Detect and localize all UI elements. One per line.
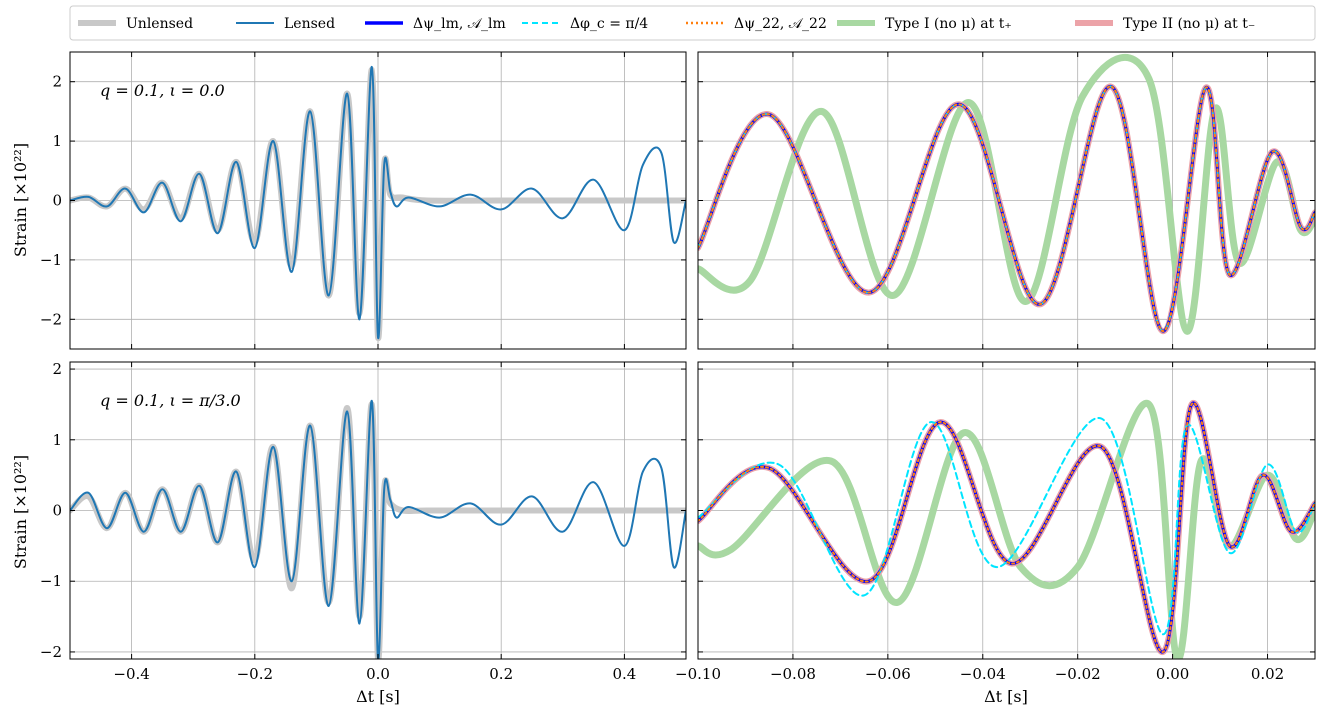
xtick-label-1: −0.2 <box>237 665 273 683</box>
panel-bottom-left: −0.4 −0.2 0.0 0.2 0.4 −2 −1 0 1 2 q = 0.1, ι = π/3… <box>40 360 687 683</box>
legend-label-dpsi_lm: Δψ_lm, 𝒜_lm <box>413 16 506 32</box>
legend-label-type2: Type II (no μ) at t₋ <box>1123 16 1255 32</box>
xtick-label-0: −0.4 <box>113 665 149 683</box>
ytick-label-0: −2 <box>40 310 62 328</box>
legend: Unlensed Lensed Δψ_lm, 𝒜_lm Δφ_c = π/4 Δψ_22… <box>69 5 1316 41</box>
xtick-label-4: −0.02 <box>1055 665 1101 683</box>
panel-annotation: q = 0.1, ι = 0.0 <box>100 81 225 100</box>
series-dphi-c <box>698 417 1315 636</box>
series-dpsi-22 <box>698 85 1315 333</box>
ytick-label-1: −1 <box>40 251 62 269</box>
legend-label-type1: Type I (no μ) at t₊ <box>885 16 1012 32</box>
legend-label-lensed: Lensed <box>284 16 335 32</box>
xtick-label-2: −0.06 <box>865 665 911 683</box>
xtick-label-1: −0.08 <box>770 665 816 683</box>
panel-annotation: q = 0.1, ι = π/3.0 <box>100 391 241 410</box>
xtick-label-5: 0.00 <box>1156 665 1189 683</box>
xtick-label-3: 0.2 <box>489 665 513 683</box>
series-lensed <box>70 65 686 340</box>
ytick-label-1: −1 <box>40 572 62 590</box>
series-type1 <box>698 53 1315 335</box>
ytick-label-0: −2 <box>40 643 62 661</box>
xtick-label-6: 0.02 <box>1251 665 1284 683</box>
panel-top-right <box>697 51 1316 350</box>
ytick-label-4: 2 <box>52 73 62 91</box>
legend-label-dpsi_22: Δψ_22, 𝒜_22 <box>734 16 827 32</box>
xtick-label-0: −0.10 <box>675 665 721 683</box>
panel-bottom-right: −0.10 −0.08 −0.06 −0.04 −0.02 0.00 0.02 <box>675 361 1316 683</box>
xtick-label-3: −0.04 <box>960 665 1006 683</box>
ytick-label-2: 0 <box>52 502 62 520</box>
legend-label-unlensed: Unlensed <box>126 16 193 32</box>
ylabel-bottom: Strain [×10²²] <box>11 455 30 569</box>
ytick-label-2: 0 <box>52 192 62 210</box>
series-dpsi-22 <box>698 402 1315 653</box>
legend-label-dphi_c: Δφ_c = π/4 <box>570 16 648 32</box>
ylabel-top: Strain [×10²²] <box>11 143 30 257</box>
ytick-label-3: 1 <box>52 132 62 150</box>
xlabel-right: Δt [s] <box>984 687 1028 706</box>
series-lensed <box>70 399 686 659</box>
xtick-label-4: 0.4 <box>612 665 636 683</box>
panel-top-left: −2 −1 0 1 2 q = 0.1, ι = 0.0 <box>40 51 687 350</box>
xlabel-left: Δt [s] <box>356 687 400 706</box>
ytick-label-4: 2 <box>52 360 62 378</box>
xtick-label-2: 0.0 <box>366 665 390 683</box>
ytick-label-3: 1 <box>52 431 62 449</box>
